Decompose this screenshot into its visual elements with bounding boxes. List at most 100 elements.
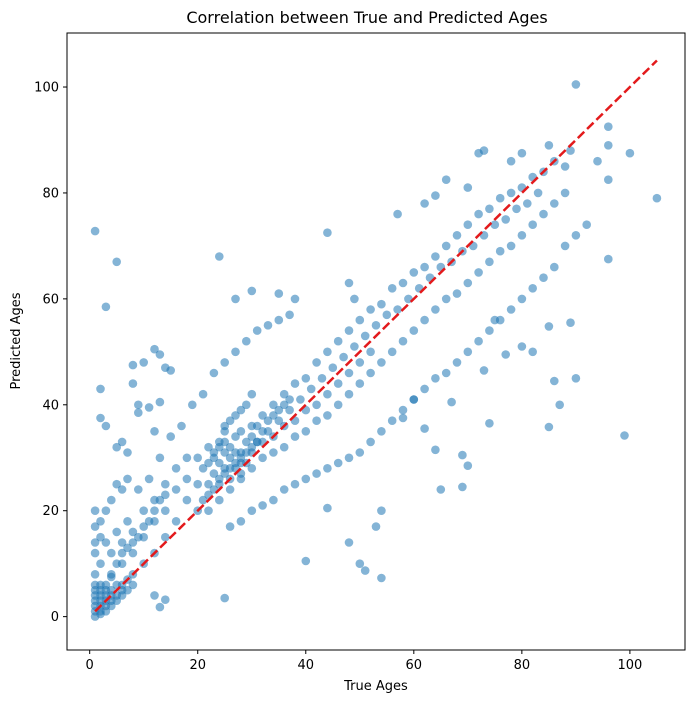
data-point [96,517,105,526]
data-point [458,450,467,460]
data-point [198,464,208,473]
data-point [366,305,375,314]
data-point [333,400,343,410]
data-point [107,570,116,579]
y-axis-label: Predicted Ages [9,292,24,389]
data-point [539,273,548,283]
data-point [474,268,483,277]
data-point [279,442,289,452]
data-point [225,485,235,494]
data-point [263,416,273,426]
data-point [301,556,311,566]
data-point [377,506,386,515]
data-point [231,347,240,357]
data-point [236,517,246,526]
data-point [485,419,494,428]
data-point [96,384,105,394]
data-point [360,331,370,341]
data-point [220,593,229,603]
data-point [107,495,116,505]
data-point [495,193,505,203]
data-point [279,400,289,410]
data-point [161,490,170,500]
data-point [193,479,202,489]
y-tick-label: 0 [51,610,59,625]
data-point [398,278,408,288]
x-tick-label: 80 [514,658,531,673]
data-point [269,495,278,505]
chart-title: Correlation between True and Predicted A… [186,8,547,27]
data-point [134,400,143,410]
data-point [604,141,613,150]
data-point [382,310,392,320]
data-point [96,532,105,542]
data-point [387,416,397,426]
data-point [242,336,251,346]
data-point [182,495,192,505]
data-point [517,148,527,158]
data-point [431,252,440,261]
data-point [366,368,375,378]
data-point [117,485,127,494]
data-point [571,80,581,89]
data-point [225,416,235,426]
data-point [252,326,262,335]
x-tick-label: 20 [189,658,206,673]
data-point [220,421,229,431]
x-axis-label: True Ages [343,679,408,694]
data-point [350,342,359,351]
plot-frame [66,32,686,651]
data-point [215,495,224,505]
data-point [420,424,429,433]
data-point [198,389,208,399]
data-point [139,506,148,515]
data-point [485,326,494,335]
data-point [344,538,354,547]
data-point [269,400,278,410]
data-point [90,548,100,558]
data-point [258,427,267,436]
data-point [355,358,365,367]
data-point [517,342,527,351]
data-point [550,376,559,386]
data-point [506,305,516,314]
data-point [128,379,138,388]
data-point [495,246,505,256]
data-point [209,469,219,478]
data-point [220,469,229,478]
identity-line-layer [94,59,658,613]
data-point [220,448,229,457]
data-point [112,479,121,489]
data-point [204,506,213,515]
data-point [290,379,300,388]
data-point [247,432,257,441]
plot-area [67,33,685,650]
data-point [90,580,100,590]
data-point [188,400,197,410]
data-point [209,368,219,378]
data-point [263,321,273,330]
data-point [128,360,138,370]
data-point [463,278,473,288]
data-point [101,302,111,312]
data-point [582,220,591,229]
data-point [539,209,548,219]
data-point [604,175,613,184]
data-point [150,344,159,354]
data-point [236,453,246,463]
data-point [144,517,154,526]
data-point [101,506,111,515]
data-point [344,453,354,463]
data-point [517,231,527,240]
data-point [523,199,532,208]
data-point [204,479,213,489]
data-point [258,453,267,463]
data-point [555,400,564,410]
data-point [123,585,132,595]
data-point [231,448,240,457]
data-point [485,257,494,267]
data-point [247,286,257,296]
data-point [495,315,505,325]
data-point [506,241,516,251]
data-point [560,188,570,198]
